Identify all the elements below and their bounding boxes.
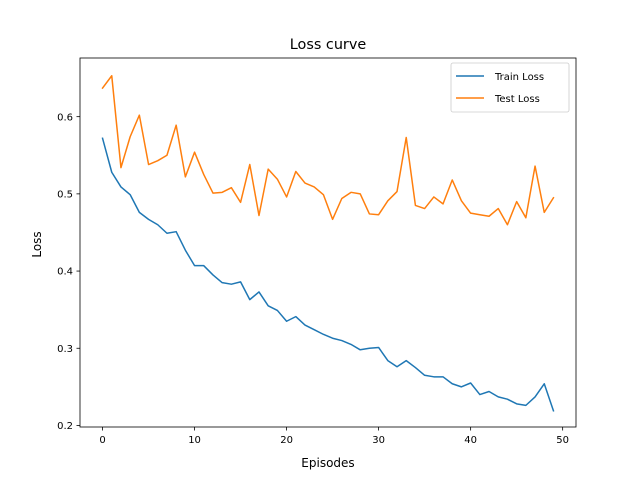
x-tick-label: 30 xyxy=(372,435,385,446)
legend: Train Loss Test Loss xyxy=(450,62,570,113)
x-tick-label: 20 xyxy=(280,435,293,446)
x-axis-label: Episodes xyxy=(301,456,354,470)
series-line-train-loss xyxy=(101,137,555,412)
series-line-test-loss xyxy=(101,75,555,226)
y-axis-label: Loss xyxy=(30,231,44,257)
x-tick-label: 40 xyxy=(464,435,477,446)
chart-title: Loss curve xyxy=(290,37,367,53)
y-tick-label: 0.5 xyxy=(57,189,73,200)
x-tick-label: 50 xyxy=(556,435,569,446)
plot-frame xyxy=(79,57,577,428)
x-tick-label: 10 xyxy=(188,435,201,446)
y-tick-label: 0.6 xyxy=(57,112,73,123)
y-tick-label: 0.4 xyxy=(57,267,73,278)
legend-label: Test Loss xyxy=(494,94,540,105)
x-tick-label: 0 xyxy=(99,435,105,446)
y-tick-label: 0.2 xyxy=(57,421,73,432)
y-tick-label: 0.3 xyxy=(57,344,73,355)
legend-label: Train Loss xyxy=(494,72,544,83)
